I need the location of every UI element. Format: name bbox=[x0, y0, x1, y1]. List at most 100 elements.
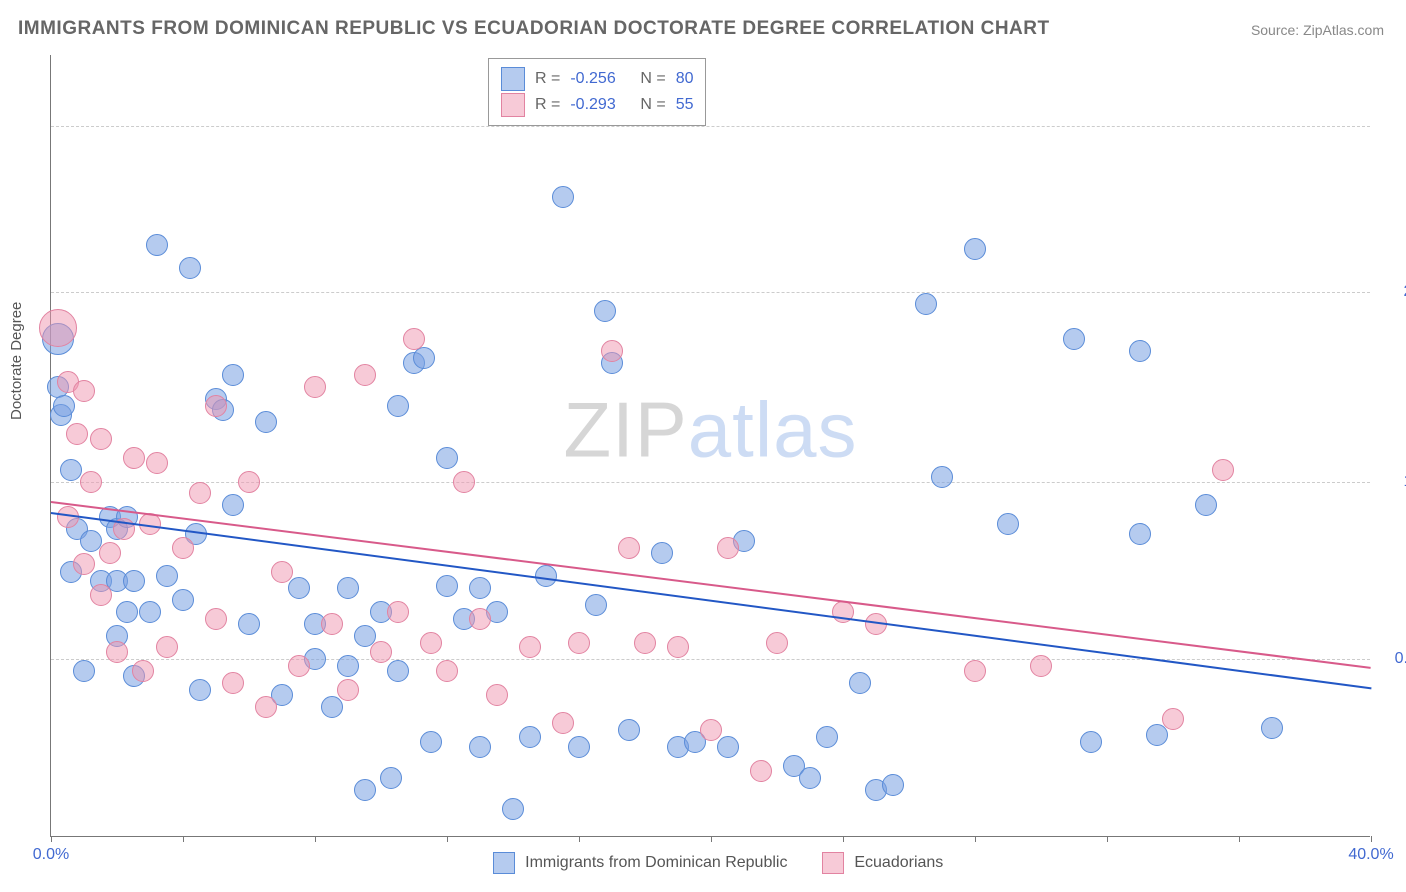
legend-R-label: R = bbox=[535, 70, 560, 88]
scatter-point-series-0 bbox=[288, 577, 310, 599]
scatter-point-series-0 bbox=[964, 238, 986, 260]
legend-bottom-label-1: Ecuadorians bbox=[854, 854, 943, 871]
scatter-point-series-1 bbox=[354, 364, 376, 386]
scatter-point-series-1 bbox=[750, 760, 772, 782]
source-attribution: Source: ZipAtlas.com bbox=[1251, 22, 1384, 38]
scatter-point-series-0 bbox=[1080, 731, 1102, 753]
y-tick-label: 1.5% bbox=[1380, 473, 1406, 491]
regression-line-series-1 bbox=[51, 501, 1371, 669]
scatter-point-series-1 bbox=[90, 428, 112, 450]
scatter-point-series-0 bbox=[337, 577, 359, 599]
watermark-zip: ZIP bbox=[563, 385, 687, 473]
gridline-h bbox=[51, 126, 1370, 127]
scatter-point-series-0 bbox=[116, 601, 138, 623]
scatter-point-series-0 bbox=[413, 347, 435, 369]
scatter-point-series-1 bbox=[717, 537, 739, 559]
scatter-point-series-1 bbox=[99, 542, 121, 564]
scatter-point-series-1 bbox=[420, 632, 442, 654]
scatter-point-series-1 bbox=[337, 679, 359, 701]
scatter-point-series-0 bbox=[552, 186, 574, 208]
legend-R-value-0: -0.256 bbox=[570, 70, 630, 88]
legend-N-label: N = bbox=[640, 96, 665, 114]
scatter-point-series-1 bbox=[189, 482, 211, 504]
scatter-point-series-0 bbox=[882, 774, 904, 796]
scatter-point-series-0 bbox=[436, 575, 458, 597]
scatter-point-series-0 bbox=[60, 459, 82, 481]
scatter-point-series-1 bbox=[80, 471, 102, 493]
x-tick-mark bbox=[1239, 836, 1240, 842]
gridline-h bbox=[51, 292, 1370, 293]
scatter-point-series-0 bbox=[387, 660, 409, 682]
scatter-point-series-1 bbox=[552, 712, 574, 734]
legend-swatch-series-1 bbox=[501, 93, 525, 117]
scatter-point-series-1 bbox=[156, 636, 178, 658]
scatter-point-series-0 bbox=[222, 494, 244, 516]
scatter-point-series-1 bbox=[321, 613, 343, 635]
scatter-point-series-0 bbox=[172, 589, 194, 611]
scatter-point-series-0 bbox=[1063, 328, 1085, 350]
scatter-point-series-0 bbox=[337, 655, 359, 677]
scatter-point-series-1 bbox=[304, 376, 326, 398]
y-tick-label: 0.75% bbox=[1380, 650, 1406, 668]
scatter-point-series-0 bbox=[997, 513, 1019, 535]
scatter-point-series-0 bbox=[354, 625, 376, 647]
scatter-point-series-0 bbox=[594, 300, 616, 322]
scatter-point-series-1 bbox=[964, 660, 986, 682]
legend-bottom-label-0: Immigrants from Dominican Republic bbox=[525, 854, 787, 871]
scatter-point-series-1 bbox=[634, 632, 656, 654]
scatter-point-series-0 bbox=[717, 736, 739, 758]
scatter-point-series-1 bbox=[66, 423, 88, 445]
scatter-point-series-0 bbox=[1195, 494, 1217, 516]
scatter-point-series-1 bbox=[700, 719, 722, 741]
scatter-point-series-1 bbox=[1030, 655, 1052, 677]
scatter-point-series-1 bbox=[387, 601, 409, 623]
scatter-point-series-1 bbox=[1212, 459, 1234, 481]
scatter-point-series-1 bbox=[601, 340, 623, 362]
scatter-point-series-0 bbox=[502, 798, 524, 820]
scatter-point-series-0 bbox=[179, 257, 201, 279]
scatter-point-series-1 bbox=[73, 553, 95, 575]
scatter-point-series-1 bbox=[667, 636, 689, 658]
scatter-point-series-1 bbox=[486, 684, 508, 706]
scatter-point-series-0 bbox=[931, 466, 953, 488]
x-tick-mark bbox=[843, 836, 844, 842]
scatter-point-series-1 bbox=[766, 632, 788, 654]
scatter-point-series-1 bbox=[271, 561, 293, 583]
x-tick-mark bbox=[447, 836, 448, 842]
scatter-point-series-1 bbox=[205, 608, 227, 630]
legend-row-series-1: R = -0.293 N = 55 bbox=[501, 93, 693, 117]
scatter-point-series-0 bbox=[156, 565, 178, 587]
scatter-point-series-1 bbox=[172, 537, 194, 559]
scatter-point-series-0 bbox=[849, 672, 871, 694]
scatter-point-series-0 bbox=[915, 293, 937, 315]
scatter-point-series-0 bbox=[321, 696, 343, 718]
x-tick-mark bbox=[975, 836, 976, 842]
scatter-point-series-1 bbox=[73, 380, 95, 402]
scatter-point-series-0 bbox=[387, 395, 409, 417]
scatter-point-series-1 bbox=[132, 660, 154, 682]
scatter-point-series-1 bbox=[106, 641, 128, 663]
legend-N-label: N = bbox=[640, 70, 665, 88]
scatter-point-series-0 bbox=[255, 411, 277, 433]
scatter-point-series-0 bbox=[123, 570, 145, 592]
x-tick-mark bbox=[1371, 836, 1372, 842]
scatter-point-series-1 bbox=[568, 632, 590, 654]
scatter-point-series-0 bbox=[469, 736, 491, 758]
legend-row-series-0: R = -0.256 N = 80 bbox=[501, 67, 693, 91]
scatter-point-series-1 bbox=[123, 447, 145, 469]
scatter-point-series-1 bbox=[238, 471, 260, 493]
y-axis-label: Doctorate Degree bbox=[8, 302, 25, 420]
scatter-point-series-1 bbox=[469, 608, 491, 630]
watermark: ZIPatlas bbox=[563, 384, 857, 475]
scatter-point-series-0 bbox=[585, 594, 607, 616]
x-tick-mark bbox=[711, 836, 712, 842]
scatter-point-series-0 bbox=[1129, 523, 1151, 545]
scatter-point-series-1 bbox=[618, 537, 640, 559]
scatter-point-series-0 bbox=[73, 660, 95, 682]
legend-R-value-1: -0.293 bbox=[570, 96, 630, 114]
legend-N-value-0: 80 bbox=[676, 70, 694, 88]
regression-line-series-0 bbox=[51, 512, 1371, 689]
scatter-point-series-1 bbox=[205, 395, 227, 417]
scatter-point-series-0 bbox=[354, 779, 376, 801]
scatter-point-series-0 bbox=[1146, 724, 1168, 746]
